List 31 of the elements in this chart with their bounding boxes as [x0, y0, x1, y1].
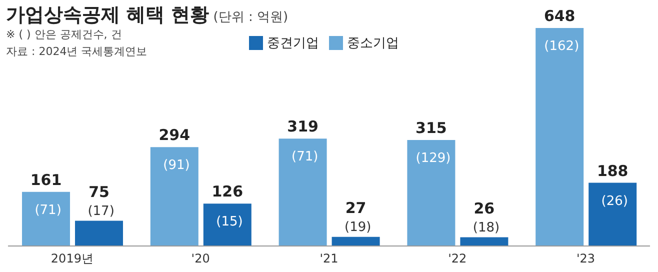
annotation: ※ ( ) 안은 공제건수, 건 — [6, 27, 123, 43]
x-tick-label: '23 — [576, 252, 596, 266]
chart-title: 가업상속공제 혜택 현황 — [6, 4, 210, 26]
data-label: 648 (162) — [540, 7, 580, 54]
bar — [588, 182, 637, 246]
data-label: 319 (71) — [287, 118, 318, 165]
bar — [22, 192, 70, 246]
data-label: 75 (17) — [84, 182, 114, 219]
x-tick-label: 2019년 — [50, 252, 94, 266]
x-tick-label: '21 — [320, 252, 338, 266]
bar — [536, 28, 584, 246]
data-label: 27 (19) — [340, 198, 372, 235]
bar — [75, 220, 123, 246]
legend-label: 중견기업 — [267, 36, 319, 51]
data-label: 161 (71) — [30, 170, 62, 218]
bar — [203, 204, 252, 246]
data-label: 126 (15) — [212, 182, 244, 230]
bar — [407, 140, 456, 246]
data-label: 188 (26) — [596, 162, 628, 209]
data-label: 294 (91) — [158, 126, 190, 174]
bar — [278, 138, 327, 246]
bar — [150, 147, 198, 246]
legend-label: 중소기업 — [347, 36, 399, 51]
chart-subtitle: (단위 : 억원) — [213, 10, 288, 25]
data-label: 26 (18) — [468, 199, 500, 236]
annotation: 자료 : 2024년 국세통계연보 — [6, 44, 148, 60]
bar — [332, 236, 380, 246]
bar — [460, 237, 508, 246]
data-label: 315 (129) — [412, 119, 451, 166]
x-tick-label: '20 — [191, 252, 210, 266]
x-tick-label: '22 — [448, 252, 467, 266]
